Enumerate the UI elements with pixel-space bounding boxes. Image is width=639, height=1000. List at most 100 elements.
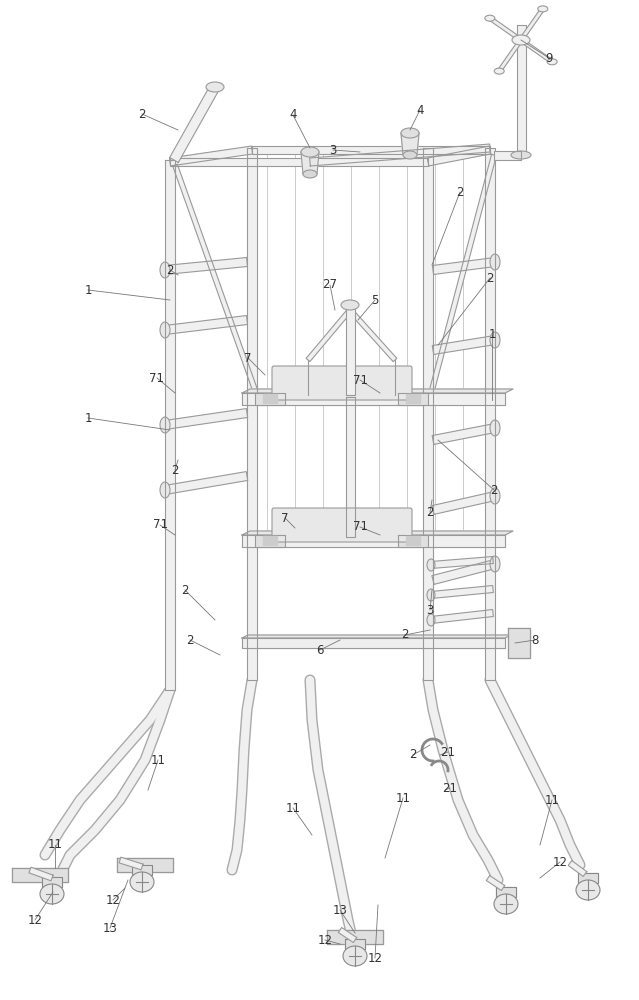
Text: 27: 27	[323, 278, 337, 292]
Text: 2: 2	[490, 484, 498, 496]
Text: 11: 11	[544, 794, 560, 806]
Polygon shape	[170, 158, 428, 166]
Ellipse shape	[343, 946, 367, 966]
Text: 11: 11	[47, 838, 63, 852]
Polygon shape	[242, 535, 505, 547]
Polygon shape	[263, 536, 277, 545]
Polygon shape	[401, 133, 419, 155]
Polygon shape	[346, 397, 355, 537]
Polygon shape	[432, 336, 496, 354]
Polygon shape	[255, 535, 285, 547]
Text: 1: 1	[84, 412, 92, 424]
Polygon shape	[432, 560, 496, 584]
Text: 4: 4	[289, 108, 296, 121]
Polygon shape	[578, 873, 598, 883]
Text: 2: 2	[486, 271, 494, 284]
Ellipse shape	[494, 68, 504, 74]
Polygon shape	[242, 389, 513, 393]
Polygon shape	[306, 308, 352, 362]
Text: 2: 2	[138, 107, 146, 120]
Ellipse shape	[301, 147, 319, 157]
FancyBboxPatch shape	[272, 508, 412, 542]
Text: 1: 1	[488, 328, 496, 342]
Text: 2: 2	[401, 629, 409, 642]
Text: 7: 7	[244, 352, 252, 364]
Polygon shape	[345, 939, 365, 949]
Text: 2: 2	[171, 464, 179, 477]
Polygon shape	[242, 638, 505, 648]
Ellipse shape	[427, 559, 435, 571]
Text: 2: 2	[456, 186, 464, 198]
Ellipse shape	[427, 614, 435, 626]
Ellipse shape	[160, 417, 170, 433]
Polygon shape	[165, 258, 247, 274]
Polygon shape	[348, 308, 397, 362]
Text: 2: 2	[181, 584, 189, 596]
Polygon shape	[423, 148, 433, 680]
Text: 13: 13	[103, 922, 118, 934]
FancyBboxPatch shape	[272, 366, 412, 400]
Text: 13: 13	[332, 904, 348, 916]
Ellipse shape	[494, 894, 518, 914]
Polygon shape	[346, 305, 355, 395]
Ellipse shape	[490, 254, 500, 270]
Ellipse shape	[160, 322, 170, 338]
Ellipse shape	[401, 128, 419, 138]
Text: 11: 11	[151, 754, 166, 766]
Text: 9: 9	[545, 51, 553, 64]
Polygon shape	[508, 628, 530, 658]
Polygon shape	[433, 258, 496, 274]
Ellipse shape	[512, 35, 530, 45]
Text: 12: 12	[318, 934, 332, 946]
Polygon shape	[247, 148, 257, 680]
Text: 11: 11	[286, 802, 300, 814]
Text: 71: 71	[150, 371, 164, 384]
Text: 71: 71	[353, 373, 367, 386]
Text: 2: 2	[426, 506, 434, 518]
Ellipse shape	[160, 482, 170, 498]
Polygon shape	[164, 316, 247, 334]
Polygon shape	[42, 877, 62, 887]
Text: 6: 6	[316, 644, 324, 656]
Polygon shape	[117, 858, 173, 872]
Ellipse shape	[160, 262, 170, 278]
Ellipse shape	[490, 332, 500, 348]
Polygon shape	[431, 557, 493, 568]
Ellipse shape	[547, 59, 557, 65]
Ellipse shape	[576, 880, 600, 900]
Text: 2: 2	[409, 748, 417, 762]
Polygon shape	[310, 144, 490, 166]
Text: 12: 12	[367, 952, 383, 964]
Polygon shape	[496, 887, 516, 897]
Text: 21: 21	[440, 746, 456, 758]
Text: 3: 3	[426, 603, 434, 616]
Polygon shape	[432, 492, 496, 514]
Polygon shape	[132, 865, 152, 875]
Ellipse shape	[538, 6, 548, 12]
Text: 8: 8	[531, 634, 539, 647]
Polygon shape	[520, 38, 553, 63]
Polygon shape	[301, 152, 319, 174]
Polygon shape	[431, 586, 493, 598]
Polygon shape	[242, 635, 511, 638]
Ellipse shape	[341, 300, 359, 310]
Polygon shape	[173, 164, 258, 391]
Text: 71: 71	[153, 518, 167, 532]
Text: 71: 71	[353, 520, 367, 534]
Polygon shape	[169, 146, 252, 166]
Ellipse shape	[485, 15, 495, 21]
Polygon shape	[29, 867, 53, 881]
Polygon shape	[164, 409, 248, 429]
Text: 2: 2	[166, 263, 174, 276]
Polygon shape	[165, 160, 175, 690]
Ellipse shape	[40, 884, 64, 904]
Polygon shape	[406, 394, 420, 403]
Ellipse shape	[130, 872, 154, 892]
Polygon shape	[485, 148, 495, 680]
Polygon shape	[568, 861, 587, 876]
Polygon shape	[489, 17, 522, 42]
Polygon shape	[12, 868, 68, 882]
Polygon shape	[119, 857, 143, 870]
Ellipse shape	[511, 151, 531, 159]
Text: 7: 7	[281, 512, 289, 524]
